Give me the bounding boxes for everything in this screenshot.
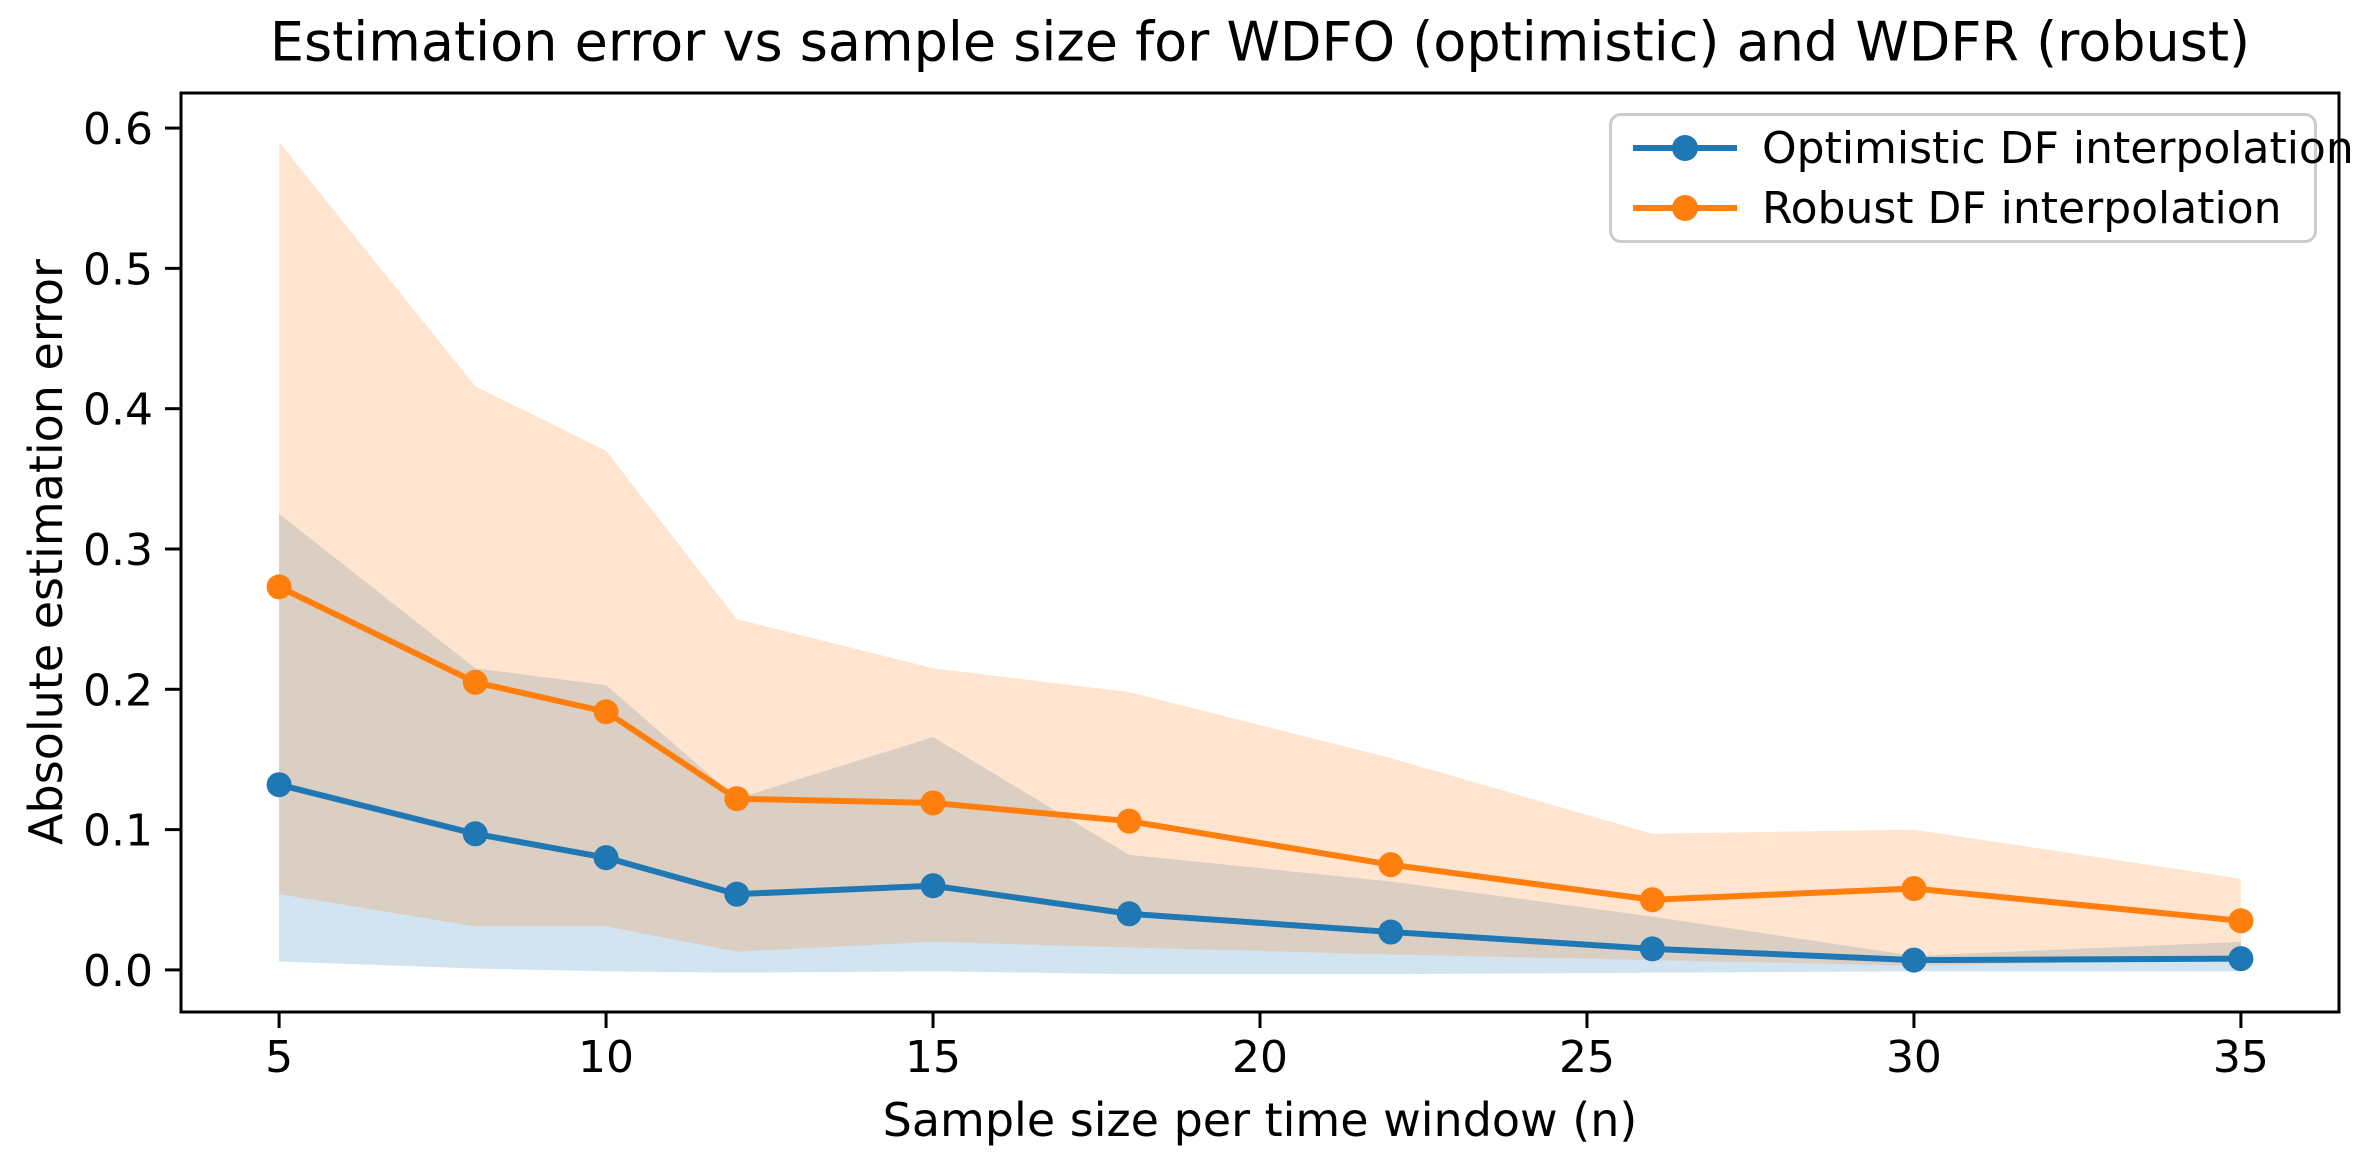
robust-confidence-band (279, 142, 2241, 966)
x-tick-label: 10 (578, 1032, 634, 1083)
x-tick-label: 25 (1559, 1032, 1615, 1083)
y-axis-label: Absolute estimation error (19, 259, 73, 845)
optimistic-data-point-marker (462, 821, 488, 847)
optimistic-data-point-marker (266, 772, 292, 798)
robust-data-point-marker (266, 574, 292, 600)
optimistic-line (276, 781, 2244, 964)
robust-data-point-marker (1116, 808, 1142, 834)
y-tick-label: 0.6 (83, 104, 153, 155)
x-tick-label: 20 (1232, 1032, 1288, 1083)
robust-line (276, 583, 2244, 924)
y-tick-label: 0.0 (83, 946, 153, 997)
optimistic-data-point-marker (2228, 946, 2254, 972)
robust-data-point-marker (593, 699, 619, 725)
legend-label-optimistic: Optimistic DF interpolation (1762, 122, 2354, 174)
robust-data-point-marker (1639, 887, 1665, 913)
optimistic-data-point-marker (1116, 901, 1142, 927)
optimistic-data-point-marker (920, 873, 946, 899)
robust-data-point-marker (1378, 852, 1404, 878)
legend-line-optimistic-icon (1633, 135, 1737, 161)
x-tick-label: 5 (265, 1032, 293, 1083)
legend-line-robust-icon (1633, 195, 1737, 221)
optimistic-data-point-marker (1639, 936, 1665, 962)
optimistic-data-point-marker (1378, 919, 1404, 945)
optimistic-data-point-marker (1901, 947, 1927, 973)
x-axis-label: Sample size per time window (n) (882, 1093, 1638, 1147)
y-tick-label: 0.2 (83, 665, 153, 716)
legend: Optimistic DF interpolation Robust DF in… (1609, 113, 2354, 243)
optimistic-confidence-band (279, 513, 2241, 975)
optimistic-data-point-marker (724, 881, 750, 907)
legend-item-optimistic: Optimistic DF interpolation (1630, 118, 2354, 178)
y-tick-label: 0.1 (83, 806, 153, 857)
x-tick-label: 30 (1886, 1032, 1942, 1083)
robust-data-point-marker (1901, 876, 1927, 902)
chart-title: Estimation error vs sample size for WDFO… (269, 10, 2251, 74)
robust-data-point-marker (920, 790, 946, 816)
y-tick-label: 0.4 (83, 385, 153, 436)
y-tick-label: 0.3 (83, 525, 153, 576)
y-tick-label: 0.5 (83, 244, 153, 295)
legend-label-robust: Robust DF interpolation (1762, 182, 2282, 234)
robust-data-point-marker (2228, 908, 2254, 934)
legend-item-robust: Robust DF interpolation (1630, 178, 2314, 238)
robust-data-point-marker (462, 669, 488, 695)
x-tick-label: 15 (905, 1032, 961, 1083)
x-tick-label: 35 (2213, 1032, 2269, 1083)
optimistic-data-point-marker (593, 845, 619, 871)
robust-data-point-marker (724, 786, 750, 812)
